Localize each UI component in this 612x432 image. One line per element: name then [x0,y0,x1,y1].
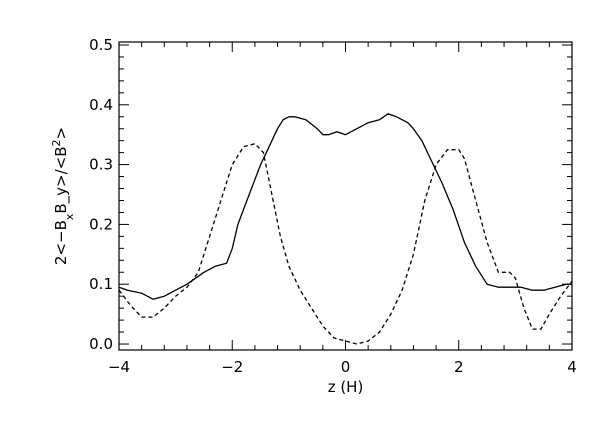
series-layer [118,113,573,345]
labels-layer: −4 −2 0 2 4 0.0 0.1 0.2 0.3 0.4 0.5 [89,36,577,376]
y-tick-label: 0.2 [89,215,113,233]
x-tick-label: 2 [454,358,464,376]
y-axis-title: 2<−BxB_y>/<B2> [50,127,76,265]
y-tick-label: 0.0 [89,335,113,353]
x-axis-title: z (H) [328,378,364,396]
y-tick-label: 0.4 [89,96,113,114]
y-axis-title-text: > [52,127,70,140]
series-line-solid [118,113,572,300]
y-tick-label: 0.3 [89,156,113,174]
x-tick-label: 4 [567,358,577,376]
ticks-layer [118,42,573,350]
y-tick-label: 0.1 [89,275,113,293]
y-axis-title-text: B_y [52,187,71,214]
y-axis-title-subscript: x [63,213,76,220]
x-tick-label: −4 [108,358,130,376]
y-axis-title-text: 2<−B [52,220,70,265]
y-tick-label: 0.5 [89,36,113,54]
y-axis-title-superscript: 2 [50,139,63,146]
x-tick-label: −2 [221,358,243,376]
series-line-dashed [118,143,573,345]
plot-frame [118,41,573,351]
plot-area [118,41,573,351]
x-tick-label: 0 [341,358,351,376]
y-axis-title-text: >/<B [52,146,70,186]
